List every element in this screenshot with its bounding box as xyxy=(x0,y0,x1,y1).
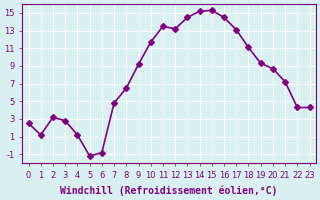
X-axis label: Windchill (Refroidissement éolien,°C): Windchill (Refroidissement éolien,°C) xyxy=(60,185,278,196)
